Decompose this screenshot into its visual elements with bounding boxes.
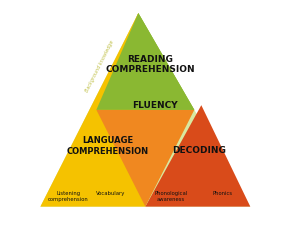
Polygon shape <box>96 13 194 110</box>
Text: DECODING: DECODING <box>172 146 226 155</box>
Text: Phonics: Phonics <box>212 191 232 196</box>
Text: Vocabulary: Vocabulary <box>96 191 125 196</box>
Text: READING
COMPREHENSION: READING COMPREHENSION <box>105 55 195 74</box>
Text: Background knowledge: Background knowledge <box>85 39 115 93</box>
Polygon shape <box>96 110 194 207</box>
Polygon shape <box>40 13 145 207</box>
Text: LANGUAGE
COMPREHENSION: LANGUAGE COMPREHENSION <box>67 136 149 156</box>
Polygon shape <box>145 105 250 207</box>
Polygon shape <box>40 13 250 207</box>
Text: Listening
comprehension: Listening comprehension <box>48 191 89 202</box>
Text: FLUENCY: FLUENCY <box>132 101 178 110</box>
Polygon shape <box>96 13 194 110</box>
Text: Phonological
awareness: Phonological awareness <box>154 191 188 202</box>
